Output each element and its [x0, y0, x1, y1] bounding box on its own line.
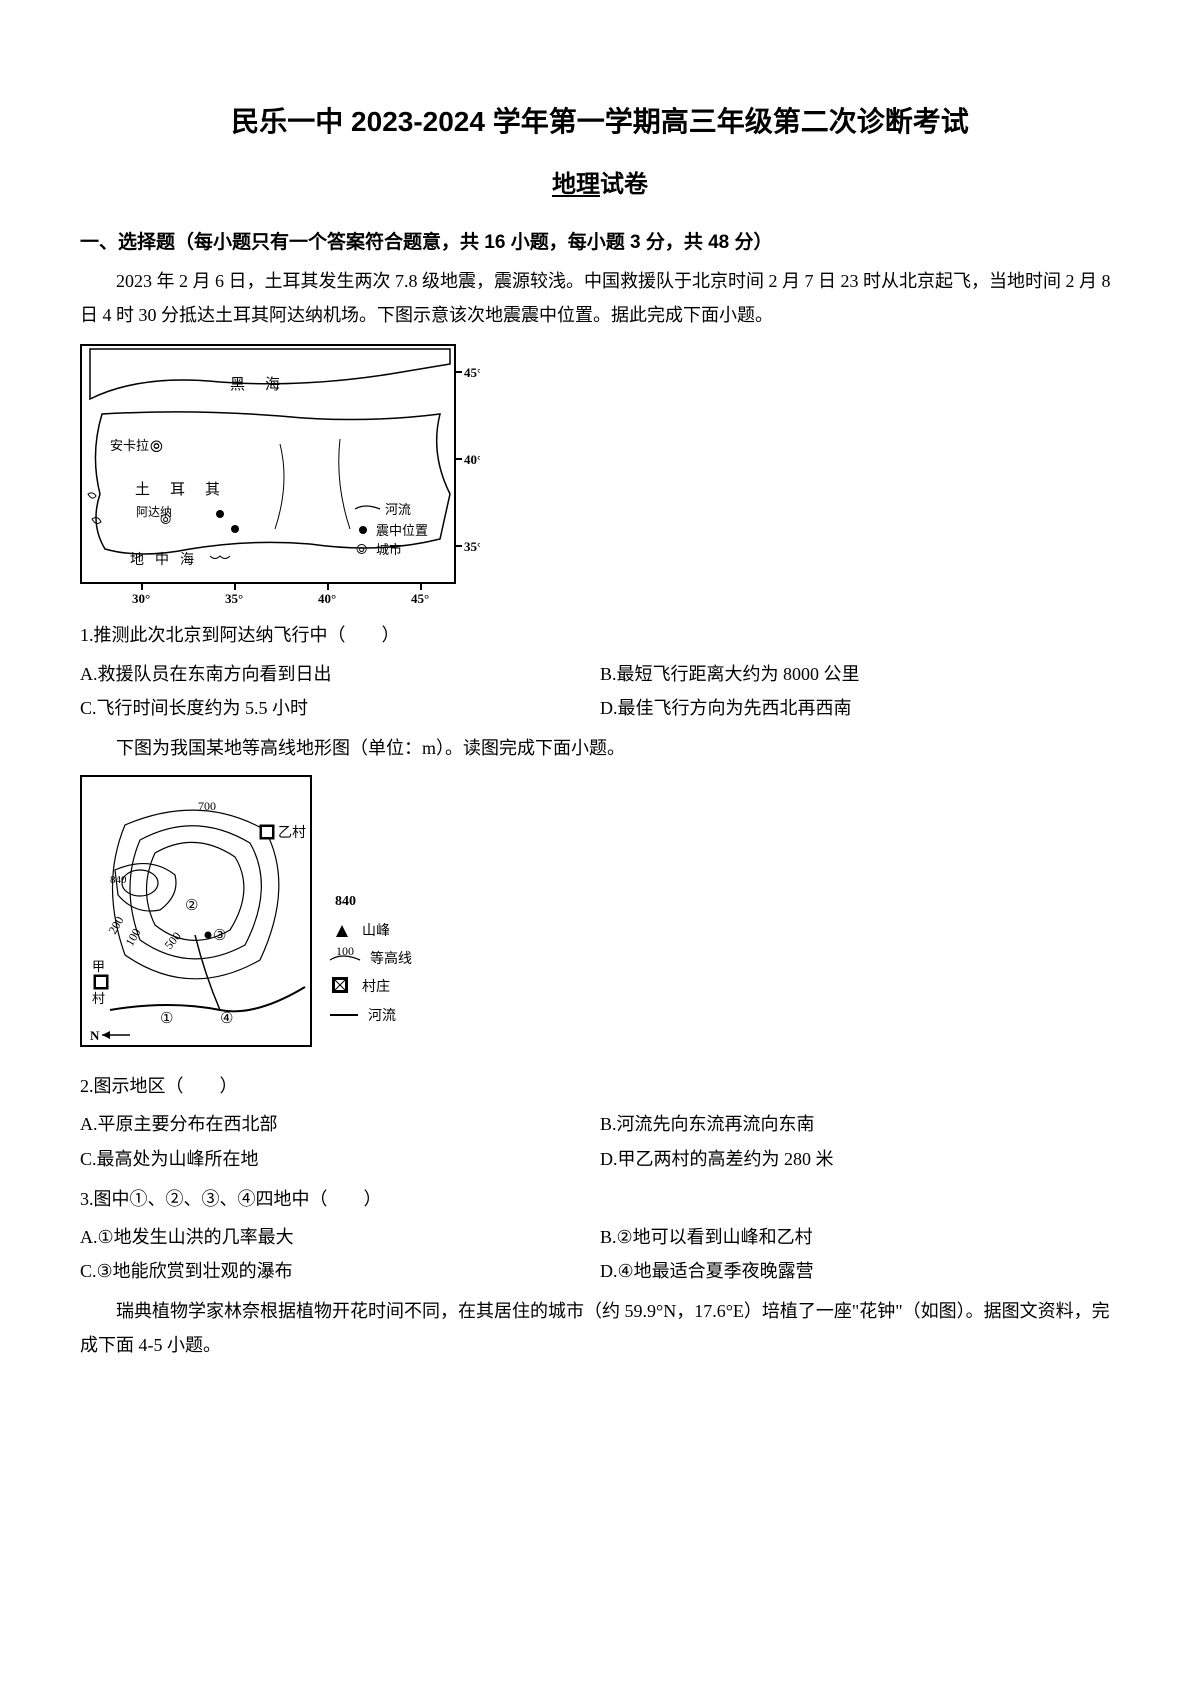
q2-option-a: A.平原主要分布在西北部 [80, 1107, 600, 1141]
point-3: ③ [213, 928, 226, 944]
lon45-label: 45° [411, 591, 429, 604]
point-1: ① [160, 1011, 173, 1027]
village-jia-label-2: 村 [92, 991, 105, 1006]
point-2: ② [185, 898, 198, 914]
north-label: N [90, 1028, 100, 1043]
q2-option-d: D.甲乙两村的高差约为 280 米 [600, 1142, 1120, 1176]
epicenter-2 [231, 525, 239, 533]
q3-option-a: A.①地发生山洪的几率最大 [80, 1220, 600, 1254]
legend-peak-label: 山峰 [362, 923, 390, 939]
legend-river-label-2: 河流 [368, 1008, 396, 1024]
lat45-label: 45° [464, 365, 480, 380]
question-3-options: A.①地发生山洪的几率最大 B.②地可以看到山峰和乙村 C.③地能欣赏到壮观的瀑… [80, 1220, 1120, 1288]
epicenter-1 [216, 510, 224, 518]
point-3-dot [205, 932, 212, 939]
question-3-stem: 3.图中①、②、③、④四地中（ ） [80, 1182, 1120, 1216]
figure-1-turkey-map: 黑 海 ⦾ 安卡拉 土 耳 其 ⦾ 阿达纳 地 中 海 河流 震中位置 ⦾ 城市… [80, 344, 1120, 604]
question-1-stem: 1.推测此次北京到阿达纳飞行中（ ） [80, 618, 1120, 652]
question-2-stem: 2.图示地区（ ） [80, 1069, 1120, 1103]
legend-peak-val: 840 [335, 894, 356, 909]
q3-option-b: B.②地可以看到山峰和乙村 [600, 1220, 1120, 1254]
legend-river-label: 河流 [385, 502, 411, 517]
legend-contour-val: 100 [336, 944, 354, 958]
med-label-1: 地 [130, 552, 144, 568]
city-ankara-label: 安卡拉 [110, 438, 149, 453]
q2-option-c: C.最高处为山峰所在地 [80, 1142, 600, 1176]
legend-city-label: 城市 [376, 542, 402, 557]
city-ankara-marker: ⦾ [150, 439, 163, 456]
point-4: ④ [220, 1011, 233, 1027]
exam-subtitle: 地理试卷 [80, 164, 1120, 199]
legend-peak-icon [336, 925, 348, 937]
subtitle-underlined: 地理 [552, 171, 600, 198]
passage-2: 下图为我国某地等高线地形图（单位：m）。读图完成下面小题。 [80, 731, 1120, 765]
exam-title: 民乐一中 2023-2024 学年第一学期高三年级第二次诊断考试 [80, 100, 1120, 140]
lat35-label: 35° [464, 539, 480, 554]
section-1-header: 一、选择题（每小题只有一个答案符合题意，共 16 小题，每小题 3 分，共 48… [80, 227, 1120, 254]
q1-option-b: B.最短飞行距离大约为 8000 公里 [600, 657, 1120, 691]
legend-village-label: 村庄 [362, 978, 390, 995]
black-sea-label-1: 黑 [230, 377, 245, 393]
q2-option-b: B.河流先向东流再流向东南 [600, 1107, 1120, 1141]
med-label-2: 中 [155, 552, 169, 568]
q1-option-d: D.最佳飞行方向为先西北再西南 [600, 691, 1120, 725]
turkey-label-2: 耳 [170, 482, 185, 498]
val-840: 840 [110, 874, 127, 886]
turkey-label-3: 其 [205, 481, 220, 498]
legend-epicenter-dot [359, 526, 367, 534]
val-700: 700 [198, 799, 216, 813]
lon40-label: 40° [318, 591, 336, 604]
village-jia [94, 975, 108, 989]
q1-option-a: A.救援队员在东南方向看到日出 [80, 657, 600, 691]
black-sea-label-2: 海 [265, 376, 280, 393]
village-yi [260, 825, 274, 839]
village-yi-label: 乙村 [278, 825, 306, 841]
med-label-3: 海 [180, 552, 194, 568]
q3-option-c: C.③地能欣赏到壮观的瀑布 [80, 1254, 600, 1288]
lon30-label: 30° [132, 591, 150, 604]
q1-option-c: C.飞行时间长度约为 5.5 小时 [80, 691, 600, 725]
lat40-label: 40° [464, 452, 480, 467]
legend-village-icon [332, 977, 348, 993]
turkey-label-1: 土 [135, 481, 150, 498]
legend-epicenter-label: 震中位置 [376, 523, 428, 538]
passage-3: 瑞典植物学家林奈根据植物开花时间不同，在其居住的城市（约 59.9°N，17.6… [80, 1294, 1120, 1362]
q3-option-d: D.④地最适合夏季夜晚露营 [600, 1254, 1120, 1288]
city-adana-label: 阿达纳 [136, 505, 172, 519]
lon35-label: 35° [225, 591, 243, 604]
question-1-options: A.救援队员在东南方向看到日出 B.最短飞行距离大约为 8000 公里 C.飞行… [80, 657, 1120, 725]
subtitle-rest: 试卷 [600, 171, 648, 198]
legend-contour-label: 等高线 [370, 950, 412, 967]
village-jia-label-1: 甲 [92, 959, 105, 974]
passage-1: 2023 年 2 月 6 日，土耳其发生两次 7.8 级地震，震源较浅。中国救援… [80, 264, 1120, 332]
question-2-options: A.平原主要分布在西北部 B.河流先向东流再流向东南 C.最高处为山峰所在地 D… [80, 1107, 1120, 1175]
legend-city-marker: ⦾ [356, 543, 367, 558]
figure-2-contour-map: 700 840 200 100 500 乙村 甲 村 ① ② ③ ④ N 840… [80, 775, 1120, 1055]
